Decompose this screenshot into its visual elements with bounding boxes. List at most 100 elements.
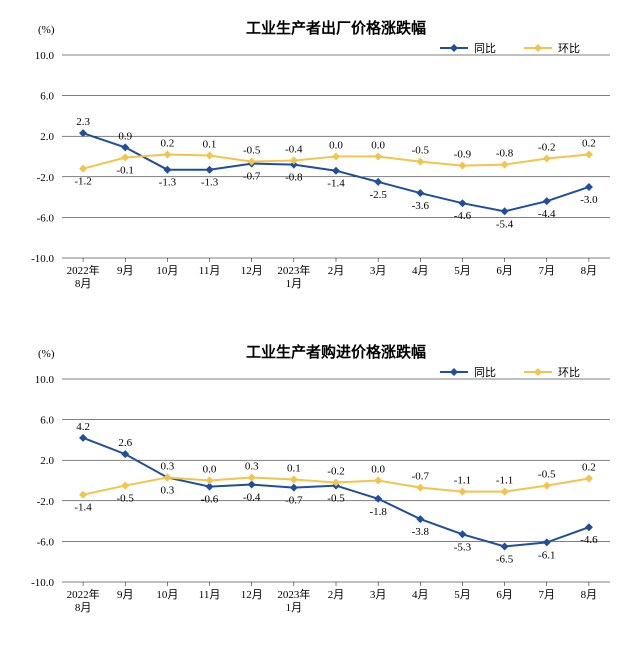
data-label-yoy: -0.7 (243, 171, 261, 183)
x-tick-label: 1月 (286, 278, 303, 290)
chart-svg: -10.0 -6.0 -2.0 2.0 6.0 10.0 (%) 工业生产者出厂价格涨跌幅同比… (0, 0, 640, 324)
data-label-mom: -0.5 (538, 469, 556, 481)
y-unit: (%) (38, 348, 55, 360)
x-tick-label: 2022年 (67, 263, 100, 277)
data-label-mom: -0.2 (538, 142, 555, 154)
x-tick-label: 2023年 (277, 263, 310, 277)
data-label-yoy: -0.8 (285, 172, 303, 184)
data-label-yoy: -0.6 (201, 494, 219, 506)
chart-panel: -10.0-6.0-2.02.06.010.0(%)工业生产者购进价格涨跌幅同比… (0, 324, 640, 648)
data-label-mom: 0.2 (582, 461, 596, 473)
data-label-mom: 0.0 (329, 140, 343, 152)
x-tick-label: 9月 (117, 265, 134, 277)
data-label-mom: -0.2 (327, 466, 344, 478)
data-label-mom: 0.3 (245, 460, 259, 472)
data-label-mom: -0.9 (454, 149, 472, 161)
x-tick-label: 11月 (199, 589, 221, 601)
y-tick-label: -6.0 (37, 536, 55, 548)
y-tick-label: -10.0 (31, 577, 54, 589)
x-tick-label: 12月 (241, 265, 263, 277)
data-label-mom: -0.7 (412, 471, 430, 483)
data-label-yoy: -4.4 (538, 208, 556, 220)
x-tick-label: 7月 (539, 589, 556, 601)
legend-mom: 环比 (558, 366, 580, 379)
data-label-mom: -0.8 (496, 148, 514, 160)
x-tick-label: 11月 (199, 265, 221, 277)
data-label-mom: 0.0 (371, 464, 385, 476)
data-label-yoy: -1.3 (201, 177, 219, 189)
x-tick-label: 6月 (496, 265, 513, 277)
x-tick-label: 10月 (156, 589, 178, 601)
y-tick-label: 6.0 (40, 415, 54, 427)
x-tick-label: 8月 (581, 589, 598, 601)
data-label-yoy: -0.7 (285, 495, 303, 507)
x-tick-label: 6月 (496, 589, 513, 601)
legend-yoy: 同比 (474, 366, 496, 379)
data-label-mom: 0.1 (287, 462, 301, 474)
data-label-yoy: 2.3 (76, 116, 90, 128)
data-label-mom: -0.5 (117, 493, 135, 505)
data-label-yoy: -3.8 (412, 526, 430, 538)
x-tick-label: 5月 (454, 589, 471, 601)
x-tick-label: 12月 (241, 589, 263, 601)
data-label-yoy: -3.6 (412, 200, 430, 212)
data-label-yoy: -4.6 (580, 534, 598, 546)
data-label-yoy: -1.8 (369, 506, 387, 518)
data-label-mom: -0.1 (117, 165, 134, 177)
x-tick-label: 3月 (370, 589, 387, 601)
chart-svg: -10.0-6.0-2.02.06.010.0(%)工业生产者购进价格涨跌幅同比… (0, 324, 640, 648)
data-label-yoy: -1.3 (159, 177, 177, 189)
data-label-mom: -1.1 (454, 475, 471, 487)
y-tick-label: 2.0 (40, 131, 54, 143)
data-label-yoy: -0.4 (243, 492, 261, 504)
data-label-mom: 0.0 (203, 464, 217, 476)
y-tick-label: 6.0 (40, 91, 54, 103)
x-tick-label: 4月 (412, 589, 429, 601)
y-tick-label: -2.0 (37, 496, 55, 508)
data-label-mom: 0.3 (161, 460, 175, 472)
data-label-yoy: -6.1 (538, 549, 555, 561)
y-tick-label: 2.0 (40, 455, 54, 467)
x-tick-label: 8月 (75, 278, 92, 290)
y-tick-label: -10.0 (31, 253, 54, 265)
x-tick-label: 8月 (581, 265, 598, 277)
data-label-yoy: -5.3 (454, 541, 472, 553)
x-tick-label: 8月 (75, 602, 92, 614)
data-label-yoy: 2.6 (118, 437, 132, 449)
x-tick-label: 2月 (328, 589, 345, 601)
data-label-yoy: -5.4 (496, 218, 514, 230)
data-label-mom: -1.1 (496, 475, 513, 487)
x-tick-label: 10月 (156, 265, 178, 277)
chart-title: 工业生产者出厂价格涨跌幅 (246, 19, 426, 37)
x-tick-label: 2月 (328, 265, 345, 277)
data-label-yoy: 0.3 (161, 484, 175, 496)
data-label-mom: -1.4 (74, 502, 92, 514)
x-tick-label: 1月 (286, 602, 303, 614)
x-tick-label: 5月 (454, 265, 471, 277)
data-label-mom: -0.5 (243, 145, 261, 157)
x-tick-label: 4月 (412, 265, 429, 277)
x-tick-label: 7月 (539, 265, 556, 277)
data-label-mom: 0.2 (161, 137, 175, 149)
y-unit: (%) (38, 24, 55, 36)
y-tick-label: -6.0 (37, 212, 55, 224)
charts-root: -10.0 -6.0 -2.0 2.0 6.0 10.0 (%) 工业生产者出厂价格涨跌幅同比… (0, 0, 640, 648)
data-label-yoy: -2.5 (369, 189, 387, 201)
legend-yoy: 同比 (474, 42, 496, 55)
data-label-yoy: 0.9 (118, 130, 132, 142)
x-tick-label: 2022年 (67, 587, 100, 601)
x-tick-label: 9月 (117, 589, 134, 601)
data-label-yoy: -6.5 (496, 553, 514, 565)
data-label-mom: 0.0 (371, 140, 385, 152)
chart-title: 工业生产者购进价格涨跌幅 (246, 343, 426, 361)
x-tick-label: 2023年 (277, 587, 310, 601)
data-label-yoy: -4.6 (454, 210, 472, 222)
x-tick-label: 3月 (370, 265, 387, 277)
y-tick-label: -2.0 (37, 172, 55, 184)
data-label-mom: -0.4 (285, 144, 303, 156)
data-label-mom: -1.2 (74, 176, 91, 188)
legend-mom: 环比 (558, 42, 580, 55)
y-tick-label: 10.0 (35, 50, 55, 62)
data-label-yoy: 4.2 (76, 421, 90, 433)
data-label-yoy: -1.4 (327, 178, 345, 190)
